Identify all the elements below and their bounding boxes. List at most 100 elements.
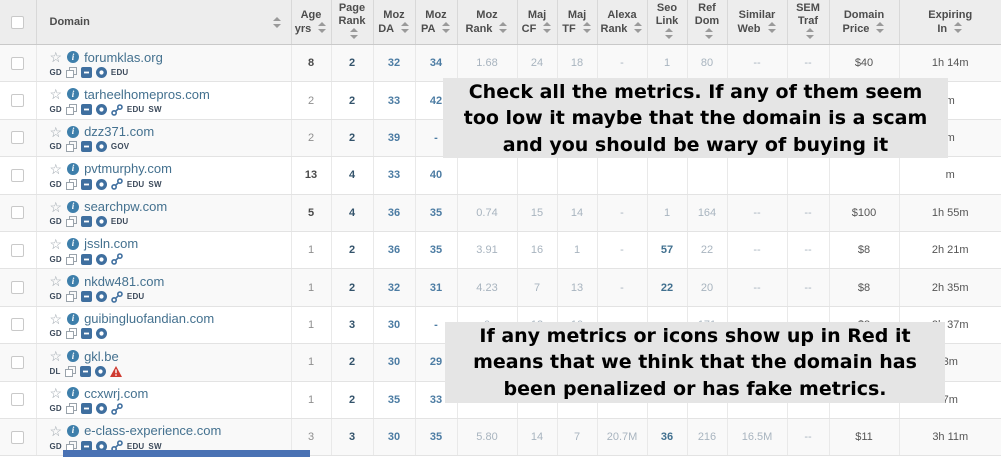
domain-link[interactable]: e-class-experience.com [84,423,222,439]
domain-link[interactable]: ccxwrj.com [84,385,149,401]
row-checkbox[interactable] [11,131,25,145]
row-checkbox[interactable] [11,318,25,332]
copy-icon[interactable] [65,104,77,116]
sort-icon[interactable] [805,28,815,39]
sort-icon[interactable] [349,28,359,39]
metric-badge-icon[interactable] [80,403,92,415]
favorite-star-icon[interactable]: ☆ [49,160,63,177]
domain-link[interactable]: dzz371.com [84,124,155,140]
info-icon[interactable]: i [67,424,80,437]
column-header-age[interactable]: Age yrs [291,0,332,45]
info-icon[interactable]: i [67,387,80,400]
column-header-maj_cf[interactable]: Maj CF [517,0,558,45]
archive-icon[interactable] [95,66,107,78]
info-icon[interactable]: i [67,275,80,288]
info-icon[interactable]: i [67,125,80,138]
favorite-star-icon[interactable]: ☆ [49,385,63,402]
metric-badge-icon[interactable] [80,291,92,303]
favorite-star-icon[interactable]: ☆ [49,310,63,327]
favorite-star-icon[interactable]: ☆ [49,198,63,215]
archive-icon[interactable] [95,141,107,153]
backlinks-icon[interactable] [111,290,123,303]
sort-icon[interactable] [704,28,714,39]
column-header-pagerank[interactable]: Page Rank [331,0,374,45]
sort-icon[interactable] [767,21,777,33]
column-header-moz_pa[interactable]: Moz PA [415,0,458,45]
row-checkbox[interactable] [11,355,25,369]
sort-icon[interactable] [876,21,885,33]
info-icon[interactable]: i [67,88,80,101]
column-header-domain[interactable]: Domain [36,0,292,45]
backlinks-icon[interactable] [111,402,123,415]
metric-badge-icon[interactable] [80,178,92,190]
info-icon[interactable]: i [67,350,80,363]
sort-icon[interactable] [582,21,592,33]
sort-icon[interactable] [442,21,451,33]
info-icon[interactable]: i [67,51,80,64]
metric-badge-icon[interactable] [80,328,92,340]
row-checkbox[interactable] [11,430,25,444]
metric-badge-icon[interactable] [80,104,92,116]
copy-icon[interactable] [65,403,77,415]
copy-icon[interactable] [65,141,77,153]
column-header-maj_tf[interactable]: Maj TF [557,0,598,45]
column-header-sem_traf[interactable]: SEM Traf [787,0,830,45]
column-header-alexa[interactable]: Alexa Rank [597,0,648,45]
favorite-star-icon[interactable]: ☆ [49,422,63,439]
sort-icon[interactable] [954,21,963,33]
favorite-star-icon[interactable]: ☆ [49,273,63,290]
sort-icon[interactable] [272,16,282,28]
row-checkbox[interactable] [11,56,25,70]
column-header-price[interactable]: Domain Price [829,0,900,45]
copy-icon[interactable] [65,216,77,228]
domain-link[interactable]: searchpw.com [84,199,168,215]
favorite-star-icon[interactable]: ☆ [49,86,63,103]
info-icon[interactable]: i [67,200,80,213]
column-header-ref_dom[interactable]: Ref Dom [687,0,728,45]
copy-icon[interactable] [65,66,77,78]
archive-icon[interactable] [94,365,106,377]
info-icon[interactable]: i [67,312,80,325]
row-checkbox[interactable] [11,393,25,407]
row-checkbox[interactable] [11,94,25,108]
sort-icon[interactable] [634,21,643,33]
metric-badge-icon[interactable] [80,66,92,78]
archive-icon[interactable] [95,291,107,303]
row-checkbox[interactable] [11,243,25,257]
metric-badge-icon[interactable] [80,440,92,452]
sort-icon[interactable] [318,21,327,33]
row-checkbox[interactable] [11,168,25,182]
archive-icon[interactable] [95,216,107,228]
sort-icon[interactable] [499,21,508,33]
backlinks-icon[interactable] [111,253,123,265]
metric-badge-icon[interactable] [79,365,91,377]
domain-link[interactable]: nkdw481.com [84,273,165,289]
column-header-expiring[interactable]: Expiring In [899,0,1001,45]
info-icon[interactable]: i [67,162,80,175]
backlinks-icon[interactable] [111,178,123,191]
metric-badge-icon[interactable] [80,253,92,265]
archive-icon[interactable] [95,403,107,415]
domain-link[interactable]: forumklas.org [84,49,163,65]
column-header-moz_rank[interactable]: Moz Rank [457,0,518,45]
metric-badge-icon[interactable] [80,216,92,228]
archive-icon[interactable] [95,178,107,190]
select-all-checkbox[interactable] [11,15,25,29]
favorite-star-icon[interactable]: ☆ [49,235,63,252]
archive-icon[interactable] [95,440,107,452]
copy-icon[interactable] [65,291,77,303]
copy-icon[interactable] [65,253,77,265]
info-icon[interactable]: i [67,237,80,250]
column-header-moz_da[interactable]: Moz DA [373,0,416,45]
sort-icon[interactable] [400,21,410,33]
backlinks-icon[interactable] [111,103,123,116]
favorite-star-icon[interactable]: ☆ [49,348,63,365]
domain-link[interactable]: pvtmurphy.com [84,161,172,177]
copy-icon[interactable] [64,365,76,377]
domain-link[interactable]: gkl.be [84,348,119,364]
sort-icon[interactable] [664,28,674,39]
archive-icon[interactable] [95,253,107,265]
sort-icon[interactable] [543,21,552,33]
domain-link[interactable]: guibingluofandian.com [84,311,215,327]
row-checkbox[interactable] [11,206,25,220]
